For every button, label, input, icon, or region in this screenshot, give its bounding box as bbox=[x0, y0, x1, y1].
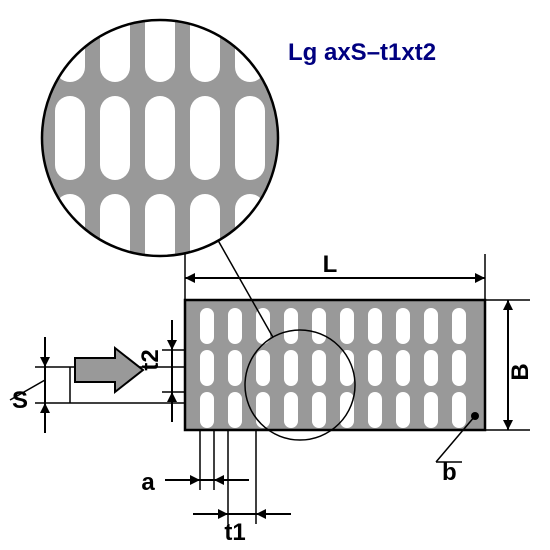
perforated-plate bbox=[185, 300, 485, 430]
dim-label-B: B bbox=[507, 363, 534, 380]
dim-label-t2: t2 bbox=[137, 349, 164, 370]
direction-arrow-icon bbox=[75, 348, 143, 392]
dim-label-a: a bbox=[141, 469, 155, 496]
dim-label-L: L bbox=[323, 251, 338, 278]
dim-label-b: b bbox=[442, 459, 457, 486]
diagram-title: Lg axS–t1xt2 bbox=[288, 39, 436, 66]
dim-label-t1: t1 bbox=[224, 519, 245, 546]
dim-label-S: S bbox=[12, 387, 28, 414]
